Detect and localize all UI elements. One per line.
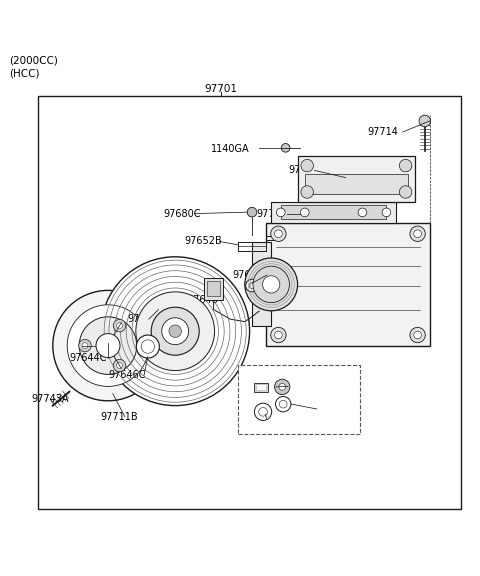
Circle shape (113, 359, 126, 372)
Text: 1140GA: 1140GA (211, 144, 250, 154)
Bar (254, 382, 268, 392)
Bar (38, 96, 461, 509)
Circle shape (275, 331, 282, 339)
Circle shape (169, 325, 181, 338)
Circle shape (271, 327, 286, 343)
Circle shape (162, 318, 189, 344)
Text: 97701: 97701 (204, 84, 237, 94)
Circle shape (301, 185, 313, 198)
Circle shape (279, 384, 286, 391)
Bar (281, 206, 386, 219)
Circle shape (281, 143, 290, 152)
Circle shape (410, 226, 425, 241)
Circle shape (275, 230, 282, 237)
Circle shape (245, 258, 298, 311)
Circle shape (141, 340, 155, 353)
Text: 97680C: 97680C (163, 209, 201, 219)
Circle shape (79, 339, 91, 352)
Circle shape (300, 208, 309, 217)
Circle shape (53, 290, 163, 401)
Circle shape (117, 323, 122, 328)
Circle shape (253, 266, 289, 302)
Circle shape (419, 115, 431, 127)
Circle shape (410, 327, 425, 343)
Circle shape (117, 363, 122, 369)
Text: (2000CC)
(HCC): (2000CC) (HCC) (10, 55, 59, 78)
Text: 97711B: 97711B (101, 412, 138, 422)
Circle shape (414, 230, 421, 237)
Circle shape (79, 317, 137, 374)
Circle shape (67, 305, 149, 386)
Bar (256, 385, 266, 391)
Text: 97709C: 97709C (242, 414, 280, 423)
Circle shape (246, 279, 258, 292)
Text: 97652B: 97652B (185, 236, 223, 247)
Bar (252, 242, 271, 327)
Bar (271, 202, 396, 223)
Circle shape (399, 160, 412, 172)
Circle shape (247, 207, 257, 217)
Circle shape (82, 343, 88, 348)
Text: 97714: 97714 (367, 127, 398, 137)
Circle shape (271, 226, 286, 241)
Circle shape (113, 320, 126, 332)
Circle shape (275, 379, 290, 395)
Circle shape (136, 292, 215, 370)
Circle shape (259, 408, 267, 416)
Text: (050401-050701): (050401-050701) (242, 367, 322, 377)
Circle shape (276, 396, 291, 412)
Circle shape (301, 160, 313, 172)
Circle shape (279, 400, 287, 408)
Text: 97743A: 97743A (31, 395, 69, 404)
Circle shape (96, 334, 120, 358)
Circle shape (276, 208, 285, 217)
Text: 97690A: 97690A (233, 270, 270, 280)
Circle shape (136, 335, 159, 358)
Bar (204, 278, 223, 300)
Bar (238, 365, 360, 434)
Text: 97716B: 97716B (257, 381, 294, 392)
Text: 97707C: 97707C (288, 404, 326, 414)
Circle shape (254, 403, 272, 420)
Bar (207, 281, 220, 295)
Text: 97710C: 97710C (257, 209, 294, 219)
Circle shape (151, 307, 199, 355)
Bar (298, 156, 415, 202)
Bar (305, 174, 408, 195)
Circle shape (249, 283, 255, 289)
Circle shape (263, 276, 280, 293)
Circle shape (399, 185, 412, 198)
Bar (266, 223, 430, 346)
Circle shape (382, 208, 391, 217)
Circle shape (358, 208, 367, 217)
Text: 97646C: 97646C (108, 370, 145, 380)
Text: 97644C: 97644C (70, 353, 107, 363)
Circle shape (101, 257, 250, 406)
Circle shape (414, 331, 421, 339)
Text: 97643E: 97643E (127, 314, 164, 324)
Text: 97646: 97646 (187, 295, 218, 305)
Text: 97717: 97717 (288, 165, 319, 176)
